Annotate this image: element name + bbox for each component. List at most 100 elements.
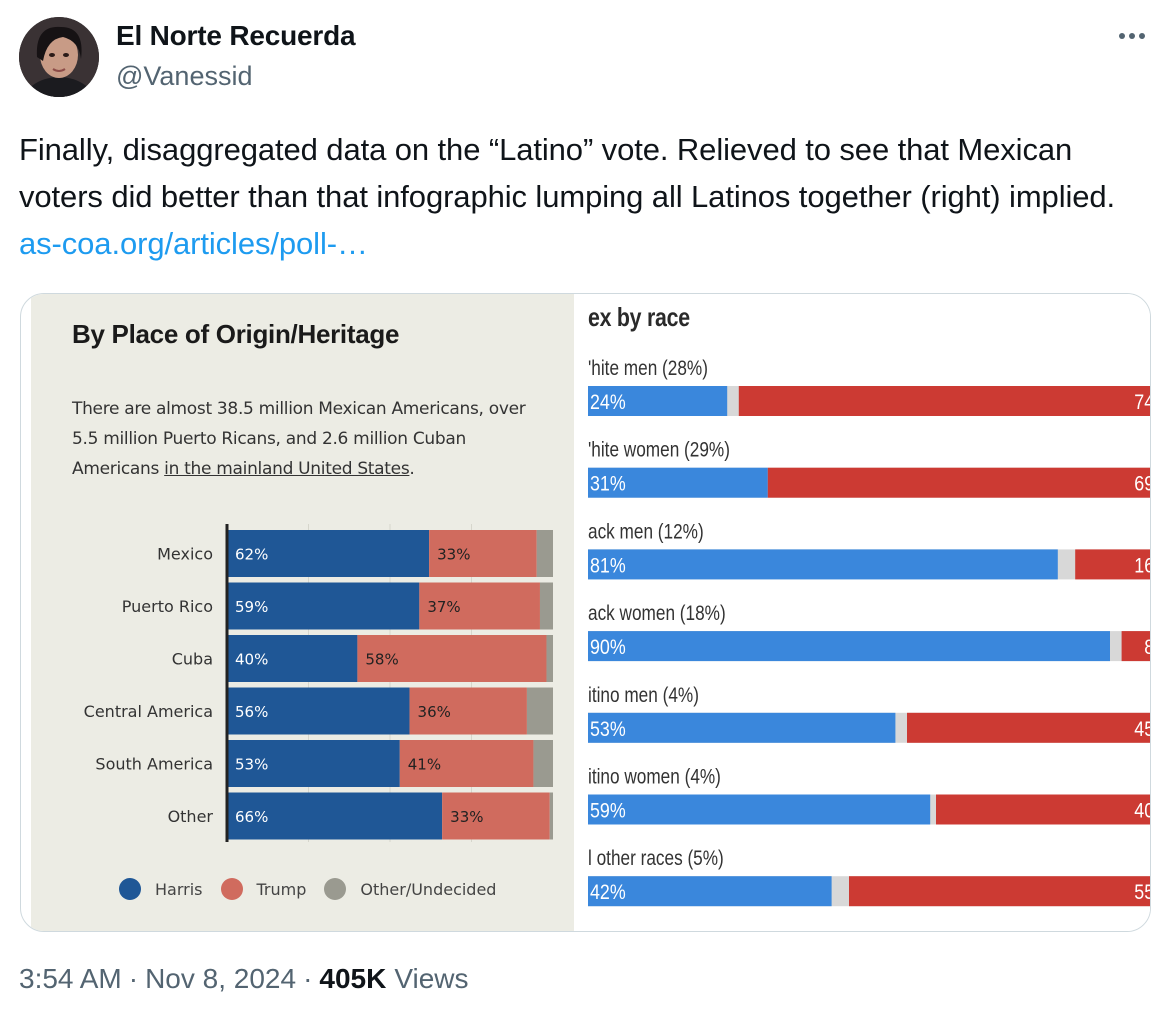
more-options-icon[interactable] [1112,24,1152,48]
legend-label-harris: Harris [155,879,203,899]
bar-harris [588,794,931,825]
bar-trump [429,530,537,577]
legend-item-other: Other/Undecided [324,878,496,900]
bar-other-undecided [526,687,553,735]
trump-value-label: 33% [437,546,470,564]
legend-label-other: Other/Undecided [360,879,497,899]
trump-value-label: 40% [1134,799,1151,823]
description-link: in the mainland United States [164,459,410,479]
bar-harris [227,635,358,682]
avatar[interactable] [19,17,99,97]
harris-value-label: 66% [235,808,268,826]
meta-separator: · [128,963,139,994]
category-label: Puerto Rico [122,597,213,616]
legend-label-trump: Trump [256,879,307,899]
bar-trump [1121,631,1150,662]
category-label: Cuba [172,650,213,669]
category-label: 'hite men (28%) [588,358,708,381]
bar-harris [588,549,1058,580]
harris-value-label: 42% [590,881,626,905]
bar-other-undecided [536,530,553,577]
tweet-link[interactable]: as-coa.org/articles/poll-… [19,226,368,261]
bar-trump [849,876,1150,907]
more-dot [1119,33,1125,39]
trump-value-label: 41% [408,756,441,774]
views-label: Views [394,963,469,994]
legend-swatch-other [324,878,347,900]
trump-value-label: 33% [450,808,483,826]
bar-other-undecided [539,582,553,630]
category-label: ack women (18%) [588,603,726,626]
bar-trump [442,792,550,840]
harris-value-label: 62% [235,546,268,564]
legend-item-trump: Trump [220,878,307,900]
tweet-date[interactable]: Nov 8, 2024 [145,963,297,994]
category-label: 'hite women (29%) [588,439,730,462]
tweet-meta: 3:54 AM · Nov 8, 2024 · 405K Views [19,963,469,995]
category-label: Central America [84,702,213,721]
harris-value-label: 53% [235,756,268,774]
harris-value-label: 31% [590,472,626,496]
bar-harris [588,631,1110,662]
bar-harris [227,582,420,630]
harris-value-label: 24% [590,391,626,415]
trump-value-label: 74% [1134,391,1151,415]
trump-value-label: 69% [1134,472,1151,496]
trump-value-label: 8% [1144,636,1151,660]
harris-value-label: 81% [590,554,626,578]
bar-harris [588,467,768,498]
description-end: . [409,459,415,479]
legend-swatch-harris [119,878,141,900]
bar-other-undecided [533,740,553,787]
harris-value-label: 59% [590,799,626,823]
origin-chart-panel: By Place of Origin/Heritage There are al… [31,294,574,931]
harris-value-label: 40% [235,651,268,669]
bar-other-undecided [546,635,553,682]
bar-other-undecided [549,792,553,840]
legend-swatch-trump [220,878,243,900]
bar-harris [227,687,410,735]
race-chart-panel: ex by race 'hite men (28%) 24% 74% 'hite wo… [574,294,1151,931]
bar-trump [767,467,1150,498]
origin-chart-title: By Place of Origin/Heritage [72,319,400,349]
bar-harris [588,386,728,416]
bar-trump [907,712,1150,743]
display-name[interactable]: El Norte Recuerda [116,20,356,51]
avatar-image [19,17,99,97]
bar-trump [357,635,547,682]
tweet-media[interactable]: By Place of Origin/Heritage There are al… [20,293,1151,932]
category-label: South America [95,755,213,774]
trump-value-label: 58% [365,651,398,669]
harris-value-label: 59% [235,598,268,616]
bar-trump [399,740,534,787]
category-label: ack men (12%) [588,521,704,544]
user-handle[interactable]: @Vanessid [116,61,253,91]
tweet-text: Finally, disaggregated data on the “Lati… [19,126,1139,267]
bar-trump [409,687,527,735]
category-label: itino women (4%) [588,766,721,789]
meta-separator: · [303,963,313,994]
origin-chart-legend: Harris Trump Other/Undecided [119,878,514,900]
category-label: l other races (5%) [588,848,724,871]
bar-trump [1075,549,1150,580]
category-label: Other [168,807,214,826]
more-dot [1129,33,1135,39]
harris-value-label: 90% [590,636,626,660]
trump-value-label: 55% [1134,881,1151,905]
tweet-time[interactable]: 3:54 AM [19,963,122,994]
bar-trump [738,386,1150,416]
trump-value-label: 37% [427,598,460,616]
views-count: 405K [319,963,387,994]
bar-harris [588,876,832,907]
trump-value-label: 16% [1134,554,1151,578]
description-text: There are almost 38.5 million Mexican Am… [72,399,526,479]
origin-bar-chart: Mexico 62% 33% Puerto Rico 59% 37% Cuba 40% 58% C… [84,524,553,842]
harris-value-label: 53% [590,717,626,741]
bar-harris [227,792,443,840]
origin-chart-description: There are almost 38.5 million Mexican Am… [72,394,532,484]
bar-harris [227,530,430,577]
more-dot [1139,33,1145,39]
bar-trump [419,582,540,630]
harris-value-label: 56% [235,703,268,721]
category-label: Mexico [157,545,213,564]
